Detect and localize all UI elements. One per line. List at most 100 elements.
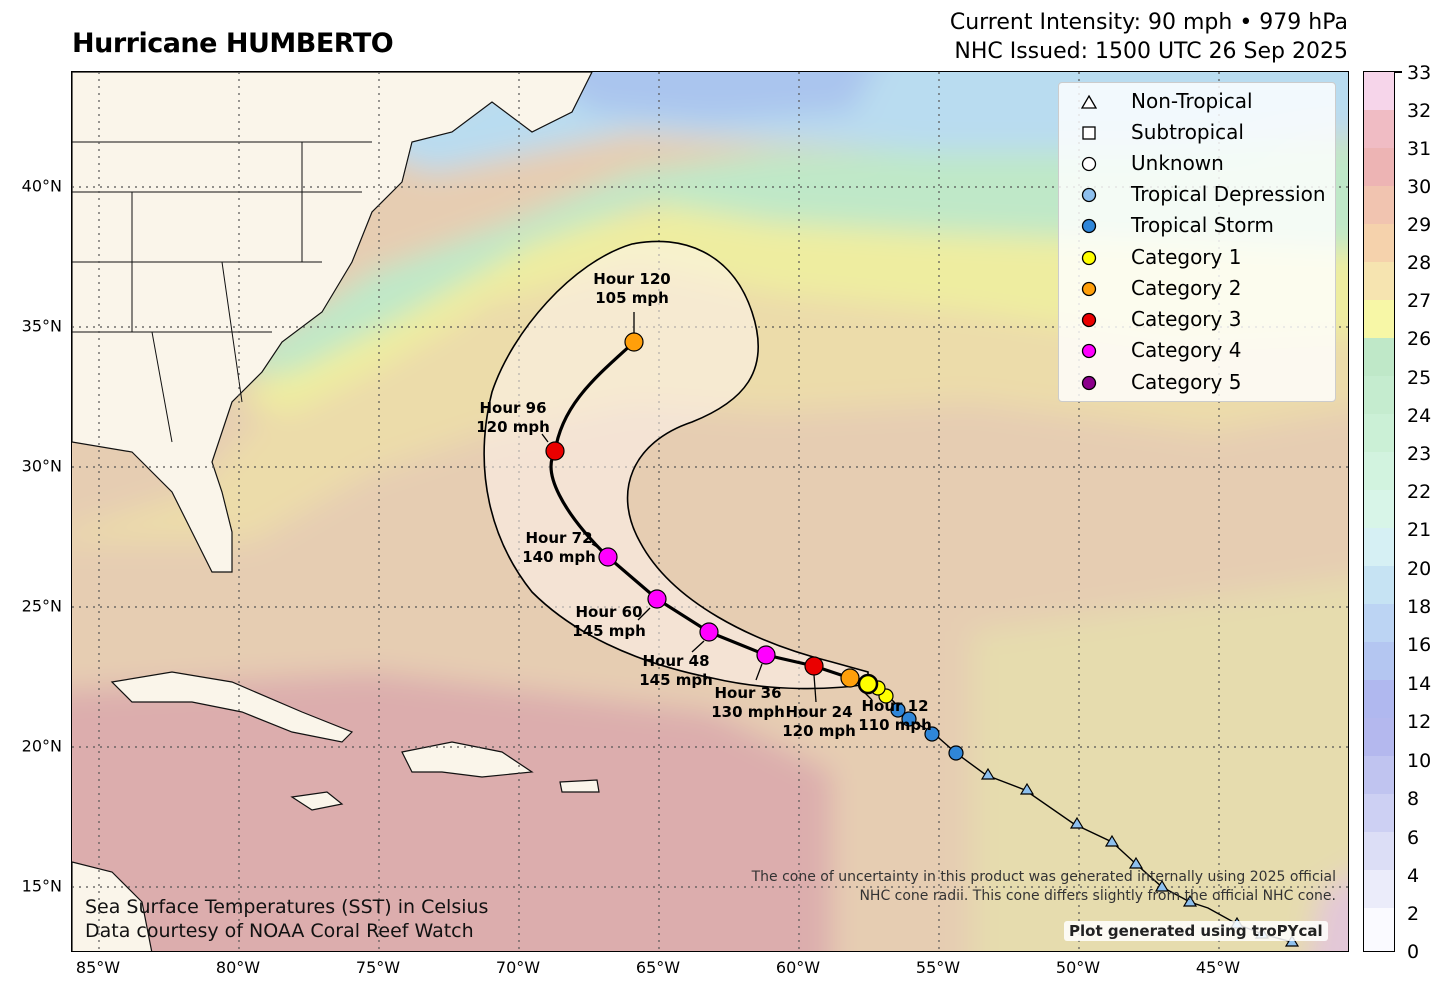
sst-line-2: Data courtesy of NOAA Coral Reef Watch: [85, 920, 474, 942]
jamaica: [290, 791, 344, 811]
label-hour-72: Hour 72 140 mph: [522, 529, 596, 566]
cbar-tick-26: 26: [1407, 328, 1432, 350]
forecast-markers: [545, 332, 879, 695]
plot-credit: Plot generated using troPYcal: [1064, 921, 1328, 941]
lon-label-55: 55°W: [915, 958, 961, 977]
marker-hour-72: [598, 547, 618, 567]
legend-item-category-1: Category 1: [1059, 243, 1335, 273]
sst-credit: Sea Surface Temperatures (SST) in Celsiu…: [85, 895, 488, 943]
sst-colorbar: [1363, 71, 1395, 952]
legend-item-tropical-storm: Tropical Storm: [1059, 211, 1335, 241]
colorbar-gradient: [1364, 72, 1394, 951]
circle-marker-icon: [1081, 218, 1097, 234]
label-hour-120: Hour 120 105 mph: [593, 270, 671, 307]
lat-label-20: 20°N: [21, 736, 62, 756]
label-hour-36: Hour 36 130 mph: [711, 684, 785, 721]
circle-marker-icon: [1081, 343, 1097, 359]
map-panel[interactable]: [71, 71, 1349, 952]
lon-label-80: 80°W: [215, 958, 261, 977]
cbar-tick-18: 18: [1407, 596, 1432, 618]
circle-marker-icon: [1081, 375, 1097, 391]
cuba: [110, 671, 354, 743]
cbar-tick-25: 25: [1407, 367, 1432, 389]
circle-marker-icon: [1081, 156, 1097, 172]
map-svg: [72, 72, 1348, 951]
lon-label-60: 60°W: [775, 958, 821, 977]
legend-item-category-4: Category 4: [1059, 336, 1335, 366]
label-hour-24: Hour 24 120 mph: [782, 703, 856, 740]
marker-hour-48: [699, 622, 719, 642]
lat-label-25: 25°N: [21, 596, 62, 616]
past-markers: [870, 680, 1300, 947]
cbar-tick-33: 33: [1407, 62, 1432, 84]
cbar-tick-28: 28: [1407, 252, 1432, 274]
sst-line-1: Sea Surface Temperatures (SST) in Celsiu…: [85, 896, 489, 918]
cbar-tick-14: 14: [1407, 673, 1432, 695]
marker-hour-96: [545, 441, 565, 461]
cbar-tick-24: 24: [1407, 405, 1432, 427]
label-hour-96: Hour 96 120 mph: [476, 399, 550, 436]
legend-item-category-5: Category 5: [1059, 368, 1335, 398]
cbar-tick-31: 31: [1407, 138, 1432, 160]
cone-disclaimer: The cone of uncertainty in this product …: [751, 869, 1336, 904]
current-intensity: Current Intensity: 90 mph • 979 hPa: [949, 10, 1348, 35]
marker-hour-36: [756, 645, 776, 665]
lon-label-50: 50°W: [1055, 958, 1101, 977]
legend-item-non-tropical: Non-Tropical: [1059, 87, 1335, 117]
cbar-tick-0: 0: [1407, 941, 1420, 963]
cbar-tick-2: 2: [1407, 903, 1420, 925]
hispaniola: [401, 741, 534, 778]
legend-item-tropical-depression: Tropical Depression: [1059, 180, 1335, 210]
cbar-tick-20: 20: [1407, 558, 1432, 580]
cbar-tick-22: 22: [1407, 481, 1432, 503]
lon-label-75: 75°W: [355, 958, 401, 977]
label-hour-12: Hour 12 110 mph: [858, 697, 932, 734]
marker-hour-120: [624, 332, 644, 352]
lon-label-70: 70°W: [495, 958, 541, 977]
label-leaders: [541, 312, 873, 703]
legend-item-subtropical: Subtropical: [1059, 118, 1335, 148]
lat-label-15: 15°N: [21, 876, 62, 896]
label-hour-60: Hour 60 145 mph: [572, 603, 646, 640]
marker-hour-60: [647, 589, 667, 609]
issued-time: NHC Issued: 1500 UTC 26 Sep 2025: [954, 39, 1348, 64]
cbar-tick-23: 23: [1407, 443, 1432, 465]
cbar-tick-6: 6: [1407, 827, 1420, 849]
circle-marker-icon: [1081, 250, 1097, 266]
lat-label-30: 30°N: [21, 456, 62, 476]
state-borders: [72, 141, 372, 443]
cbar-tick-29: 29: [1407, 214, 1432, 236]
cbar-tick-8: 8: [1407, 788, 1420, 810]
storm-info: Current Intensity: 90 mph • 979 hPa NHC …: [950, 8, 1348, 66]
circle-marker-icon: [1081, 281, 1097, 297]
cbar-tick-10: 10: [1407, 750, 1432, 772]
lat-label-40: 40°N: [21, 176, 62, 196]
cone-of-uncertainty: [483, 240, 869, 690]
marker-hour-24: [804, 656, 824, 676]
lon-label-65: 65°W: [635, 958, 681, 977]
triangle-marker-icon: [1081, 94, 1097, 109]
cbar-tick-30: 30: [1407, 176, 1432, 198]
cbar-tick-32: 32: [1407, 100, 1432, 122]
legend-item-category-3: Category 3: [1059, 305, 1335, 335]
circle-marker-icon: [1081, 312, 1097, 328]
cbar-tick-21: 21: [1407, 519, 1432, 541]
cbar-tick-27: 27: [1407, 290, 1432, 312]
cbar-tick-4: 4: [1407, 865, 1420, 887]
label-hour-48: Hour 48 145 mph: [639, 652, 713, 689]
square-marker-icon: [1082, 126, 1096, 140]
lat-label-35: 35°N: [21, 316, 62, 336]
legend-item-category-2: Category 2: [1059, 274, 1335, 304]
south-america-corner: [72, 861, 153, 951]
map-title: Hurricane HUMBERTO: [72, 28, 394, 59]
cbar-tick-12: 12: [1407, 711, 1432, 733]
puerto-rico: [559, 779, 600, 793]
map-legend: Non-Tropical Subtropical Unknown Tropica…: [1058, 82, 1336, 402]
cbar-tick-16: 16: [1407, 634, 1432, 656]
marker-hour-12: [840, 668, 860, 688]
circle-marker-icon: [1081, 187, 1097, 203]
landmass: [72, 72, 600, 951]
north-america-land: [72, 72, 593, 573]
lon-label-45: 45°W: [1195, 958, 1241, 977]
lon-label-85: 85°W: [75, 958, 121, 977]
